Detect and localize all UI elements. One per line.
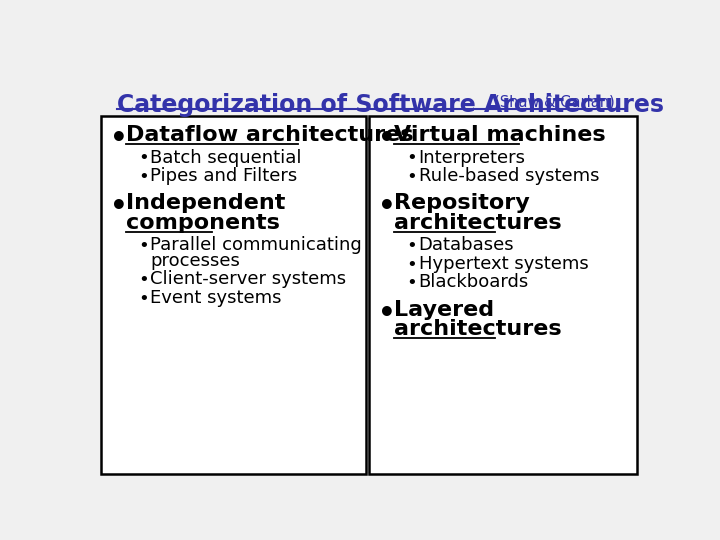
Text: •: • — [138, 271, 149, 289]
FancyBboxPatch shape — [369, 116, 637, 475]
Text: Independent: Independent — [126, 193, 285, 213]
Text: •: • — [406, 274, 417, 292]
Text: architectures: architectures — [394, 213, 562, 233]
Text: Rule-based systems: Rule-based systems — [418, 167, 599, 185]
Text: Layered: Layered — [394, 300, 494, 320]
Text: •: • — [138, 150, 149, 167]
Text: processes: processes — [150, 252, 240, 270]
Text: •: • — [406, 150, 417, 167]
Text: •: • — [378, 125, 396, 153]
Text: architectures: architectures — [394, 319, 562, 339]
Text: Dataflow architectures: Dataflow architectures — [126, 125, 413, 145]
Text: •: • — [406, 237, 417, 255]
Text: •: • — [138, 237, 149, 255]
Text: Event systems: Event systems — [150, 289, 282, 307]
Text: •: • — [378, 300, 396, 328]
Text: Interpreters: Interpreters — [418, 148, 526, 166]
Text: Virtual machines: Virtual machines — [394, 125, 606, 145]
Text: •: • — [110, 125, 128, 153]
Text: (Shaw & Garlan): (Shaw & Garlan) — [494, 95, 615, 110]
Text: •: • — [138, 168, 149, 186]
Text: Repository: Repository — [394, 193, 529, 213]
Text: •: • — [138, 290, 149, 308]
Text: Databases: Databases — [418, 237, 514, 254]
Text: Blackboards: Blackboards — [418, 273, 529, 292]
FancyBboxPatch shape — [101, 116, 366, 475]
Text: •: • — [378, 193, 396, 221]
Text: •: • — [406, 255, 417, 274]
Text: components: components — [126, 213, 279, 233]
Text: Batch sequential: Batch sequential — [150, 148, 302, 166]
Text: •: • — [406, 168, 417, 186]
Text: Client-server systems: Client-server systems — [150, 271, 346, 288]
Text: Pipes and Filters: Pipes and Filters — [150, 167, 297, 185]
Text: Categorization of Software Architectures: Categorization of Software Architectures — [117, 92, 664, 117]
Text: Parallel communicating: Parallel communicating — [150, 237, 362, 254]
Text: Hypertext systems: Hypertext systems — [418, 255, 588, 273]
Text: •: • — [110, 193, 128, 221]
